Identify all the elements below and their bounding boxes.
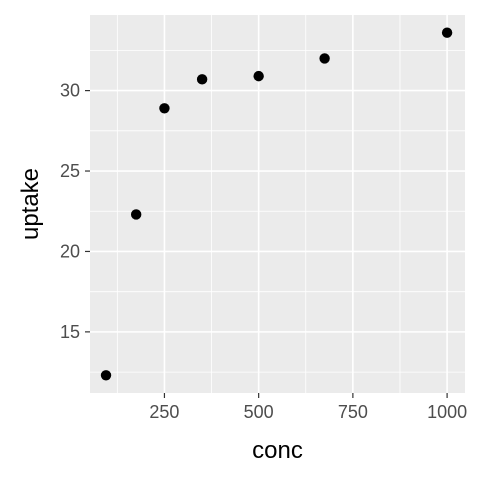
y-axis-title: uptake xyxy=(17,168,44,240)
y-tick-label: 15 xyxy=(60,322,80,342)
data-point xyxy=(130,209,142,220)
x-tick-label: 500 xyxy=(244,402,274,422)
data-point xyxy=(100,370,112,381)
y-axis: 15 20 25 30 xyxy=(60,81,90,342)
y-tick-label: 25 xyxy=(60,161,80,181)
data-point xyxy=(253,70,264,82)
x-tick-label: 250 xyxy=(149,402,179,422)
y-tick-label: 30 xyxy=(60,81,80,101)
x-axis-title: conc xyxy=(252,437,303,464)
minor-gridlines xyxy=(90,15,465,393)
x-tick-label: 1000 xyxy=(427,402,467,422)
data-points xyxy=(100,27,453,381)
data-point xyxy=(441,27,453,38)
data-point xyxy=(196,74,208,85)
x-axis: 250 500 750 1000 xyxy=(149,393,467,422)
y-tick-label: 20 xyxy=(60,241,80,261)
data-point xyxy=(159,103,170,114)
data-point xyxy=(319,53,330,64)
plot-panel xyxy=(90,15,465,393)
x-tick-label: 750 xyxy=(338,402,368,422)
